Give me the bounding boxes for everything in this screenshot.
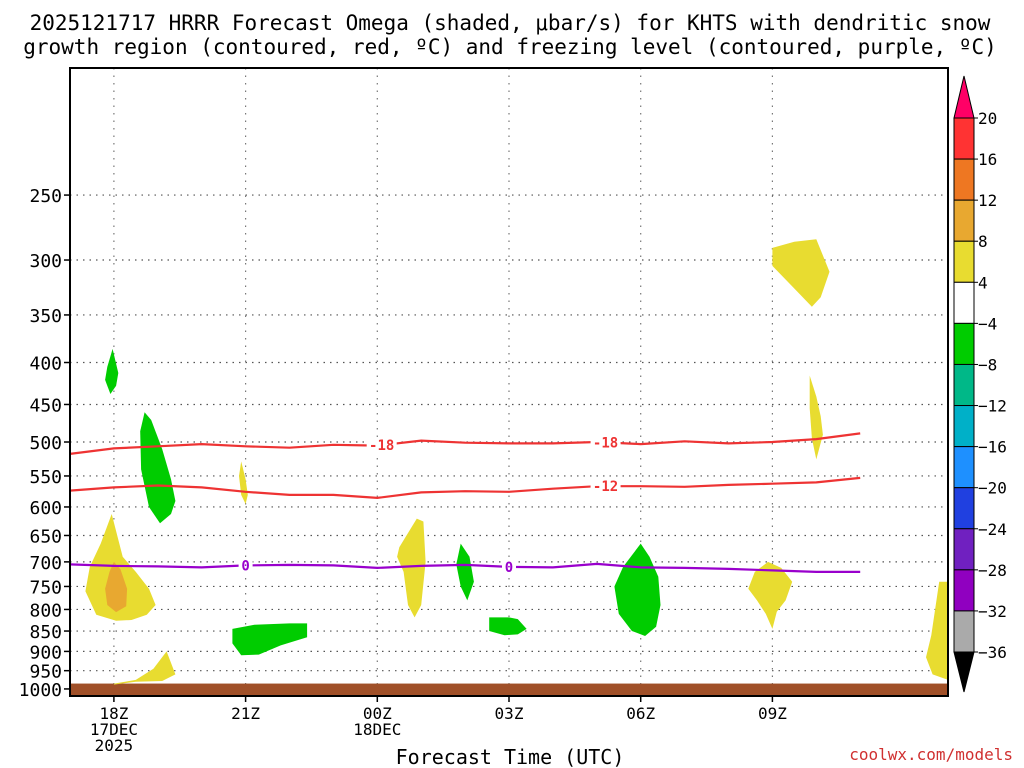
contour-label-bg: [502, 558, 516, 575]
y-tick-label: 950: [29, 662, 62, 683]
colorbar-segment: [953, 405, 975, 448]
y-tick-label: 800: [29, 600, 62, 621]
contour-label: -18: [369, 438, 394, 454]
contour-label: 0: [505, 560, 513, 576]
omega-shading: [85, 239, 948, 685]
y-axis: 2503003504004505005506006507007508008509…: [19, 186, 70, 701]
y-tick-label: 250: [29, 186, 62, 207]
colorbar-tick-label: −36: [978, 643, 1007, 662]
y-tick-label: 400: [29, 354, 62, 375]
colorbar-tick-label: 4: [978, 273, 988, 292]
x-tick-label: 21Z: [231, 704, 260, 723]
y-tick-label: 550: [29, 467, 62, 488]
colorbar-arrow-bottom: [953, 651, 975, 693]
y-tick-label: 1000: [19, 680, 62, 701]
omega-region: [614, 543, 661, 636]
colorbar-tick-label: −28: [978, 561, 1007, 580]
omega-region: [232, 623, 308, 656]
colorbar-segment: [953, 610, 975, 653]
x-tick-label: 09Z: [758, 704, 787, 723]
omega-region: [105, 561, 128, 613]
y-tick-label: 450: [29, 395, 62, 416]
x-tick-label: 06Z: [626, 704, 655, 723]
colorbar-tick-label: −20: [978, 479, 1007, 498]
contour-label-bg: [238, 557, 253, 574]
y-tick-label: 750: [29, 577, 62, 598]
y-tick-label: 700: [29, 553, 62, 574]
colorbar-segment: [953, 240, 975, 283]
colorbar-segment: [953, 363, 975, 407]
colorbar-tick-label: −4: [978, 314, 997, 333]
colorbar-tick-label: −24: [978, 520, 1007, 539]
omega-region: [926, 581, 948, 680]
x-axis-label: Forecast Time (UTC): [396, 745, 625, 768]
y-tick-label: 650: [29, 526, 62, 547]
y-tick-label: 600: [29, 498, 62, 519]
ground-fill: [70, 683, 948, 696]
y-tick-label: 300: [29, 251, 62, 272]
colorbar-segment: [953, 281, 975, 324]
colorbar-tick-label: −16: [978, 438, 1007, 457]
watermark: coolwx.com/models: [849, 745, 1013, 764]
colorbar-tick-label: 12: [978, 191, 997, 210]
grid-lines: [70, 68, 948, 696]
colorbar-segment: [953, 487, 975, 530]
omega-region: [105, 348, 119, 394]
y-tick-label: 850: [29, 622, 62, 643]
x-tick-label: 03Z: [495, 704, 524, 723]
contour-label-bg: [366, 437, 397, 454]
y-tick-label: 900: [29, 642, 62, 663]
omega-region: [397, 518, 426, 618]
omega-region: [239, 461, 248, 504]
omega-region: [772, 239, 830, 307]
x-tick-sublabel: 2025: [95, 736, 134, 755]
colorbar-segment: [953, 158, 975, 201]
contour-label: -18: [593, 435, 618, 451]
colorbar-segment: [953, 117, 975, 160]
contour-label: 0: [241, 558, 249, 574]
omega-region: [140, 412, 176, 524]
colorbar-arrow-top: [953, 75, 975, 119]
contour-lines: -18 -18 -12 0 0: [69, 432, 861, 576]
contour-label-bg: [590, 434, 621, 451]
colorbar-tick-label: −8: [978, 355, 997, 374]
contour-label: -12: [593, 479, 618, 495]
colorbar-segment: [953, 199, 975, 242]
y-tick-label: 500: [29, 433, 62, 454]
contour-label-bg: [590, 478, 621, 495]
omega-region: [809, 375, 823, 460]
x-tick-sublabel: 18DEC: [353, 720, 401, 739]
omega-region: [85, 514, 156, 621]
colorbar-tick-label: 16: [978, 150, 997, 169]
x-tick-label: 00Z: [363, 704, 392, 723]
contour-line: [69, 562, 861, 573]
omega-region: [489, 617, 527, 636]
chart-title-line2: growth region (contoured, red, ºC) and f…: [23, 35, 997, 59]
colorbar-segment: [953, 528, 975, 571]
y-tick-label: 350: [29, 306, 62, 327]
colorbar-segment: [953, 446, 975, 489]
omega-region: [748, 561, 793, 629]
colorbar: 20 16 12 8 4 −4 −8 −12 −16 −20 −24 −28 −32 −36: [953, 75, 1007, 693]
colorbar-tick-label: 20: [978, 109, 997, 128]
colorbar-segment: [953, 569, 975, 612]
colorbar-tick-label: −32: [978, 602, 1007, 621]
omega-region: [456, 543, 474, 601]
contour-line: [69, 476, 861, 499]
chart-title-line1: 2025121717 HRRR Forecast Omega (shaded, …: [30, 11, 991, 35]
colorbar-segment: [953, 322, 975, 365]
omega-region: [113, 651, 176, 685]
ground-layer: [70, 683, 948, 696]
contour-line: [69, 432, 861, 455]
x-tick-sublabel: 17DEC: [90, 720, 138, 739]
plot-area: -18 -18 -12 0 0: [69, 67, 949, 697]
colorbar-tick-label: 8: [978, 232, 988, 251]
colorbar-tick-label: −12: [978, 397, 1007, 416]
x-tick-label: 18Z: [99, 704, 128, 723]
